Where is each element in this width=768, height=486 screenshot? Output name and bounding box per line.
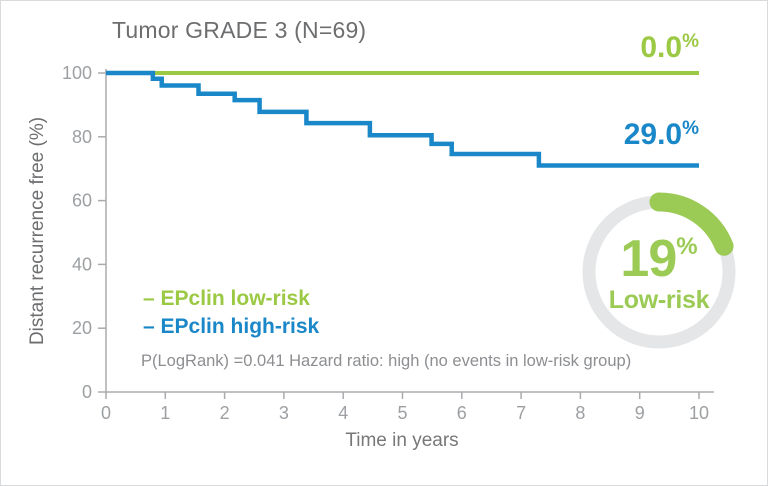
x-tick-label: 0	[101, 403, 111, 423]
end-label-low: 0.0%	[640, 26, 699, 64]
x-tick-label: 10	[689, 403, 709, 423]
x-tick-label: 6	[457, 403, 467, 423]
logrank-annotation: P(LogRank) =0.041 Hazard ratio: high (no…	[141, 352, 632, 370]
percent-sign: %	[682, 118, 699, 139]
x-tick-label: 1	[160, 403, 170, 423]
y-tick-label: 40	[72, 254, 92, 274]
x-tick-label: 5	[397, 403, 407, 423]
x-tick-label: 3	[279, 403, 289, 423]
x-tick-label: 8	[575, 403, 585, 423]
gauge-value-number: 19	[620, 230, 677, 288]
x-tick-label: 2	[220, 403, 230, 423]
y-tick-label: 0	[82, 382, 92, 402]
x-axis-label: Time in years	[345, 430, 459, 451]
y-tick-label: 60	[72, 191, 92, 211]
x-tick-label: 9	[635, 403, 645, 423]
x-tick-label: 4	[338, 403, 348, 423]
x-tick-label: 7	[516, 403, 526, 423]
gauge-value-arc	[649, 192, 734, 256]
y-tick-label: 100	[62, 63, 92, 83]
gauge-text: 19% Low-risk	[608, 233, 710, 314]
chart-title: Tumor GRADE 3 (N=69)	[112, 17, 367, 43]
legend-item-high: – EPclin high-risk	[143, 315, 320, 338]
y-tick-label: 20	[72, 318, 92, 338]
end-label-high: 29.0%	[624, 113, 699, 151]
y-tick-label: 80	[72, 127, 92, 147]
series-high-risk	[106, 70, 699, 168]
legend-item-low: – EPclin low-risk	[143, 287, 310, 310]
gauge-value: 19%	[609, 233, 709, 285]
end-label-low-value: 0.0	[640, 31, 683, 64]
percent-sign: %	[676, 233, 698, 260]
gauge-label: Low-risk	[608, 286, 710, 314]
y-axis-label: Distant recurrence free (%)	[27, 116, 48, 346]
percent-sign: %	[682, 31, 699, 52]
end-label-high-value: 29.0	[623, 118, 683, 151]
legend: – EPclin low-risk – EPclin high-risk	[143, 285, 319, 341]
